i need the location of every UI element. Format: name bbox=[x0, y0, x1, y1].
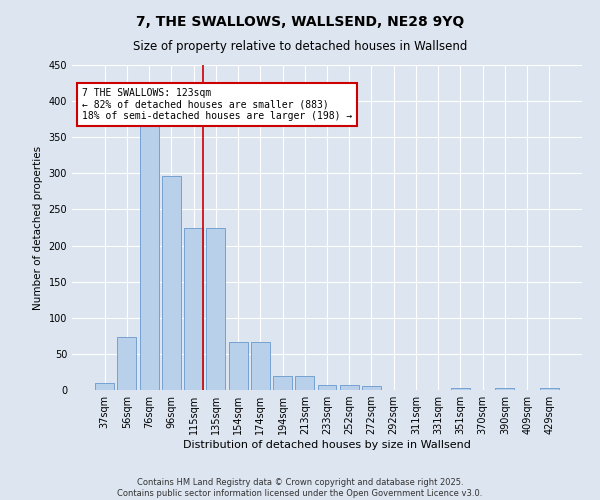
Bar bbox=[140, 119, 158, 390]
Bar bbox=[206, 228, 225, 390]
Text: Contains HM Land Registry data © Crown copyright and database right 2025.
Contai: Contains HM Land Registry data © Crown c… bbox=[118, 478, 482, 498]
Bar bbox=[162, 176, 181, 390]
Bar bbox=[496, 388, 514, 390]
Bar bbox=[251, 342, 270, 390]
Bar bbox=[184, 228, 203, 390]
Bar bbox=[362, 386, 381, 390]
Text: 7 THE SWALLOWS: 123sqm
← 82% of detached houses are smaller (883)
18% of semi-de: 7 THE SWALLOWS: 123sqm ← 82% of detached… bbox=[82, 88, 352, 121]
Text: 7, THE SWALLOWS, WALLSEND, NE28 9YQ: 7, THE SWALLOWS, WALLSEND, NE28 9YQ bbox=[136, 15, 464, 29]
Bar bbox=[295, 376, 314, 390]
Y-axis label: Number of detached properties: Number of detached properties bbox=[33, 146, 43, 310]
Bar bbox=[451, 388, 470, 390]
Bar bbox=[95, 383, 114, 390]
Bar bbox=[273, 376, 292, 390]
Bar bbox=[229, 342, 248, 390]
Bar bbox=[317, 385, 337, 390]
X-axis label: Distribution of detached houses by size in Wallsend: Distribution of detached houses by size … bbox=[183, 440, 471, 450]
Text: Size of property relative to detached houses in Wallsend: Size of property relative to detached ho… bbox=[133, 40, 467, 53]
Bar bbox=[340, 385, 359, 390]
Bar bbox=[540, 388, 559, 390]
Bar bbox=[118, 338, 136, 390]
